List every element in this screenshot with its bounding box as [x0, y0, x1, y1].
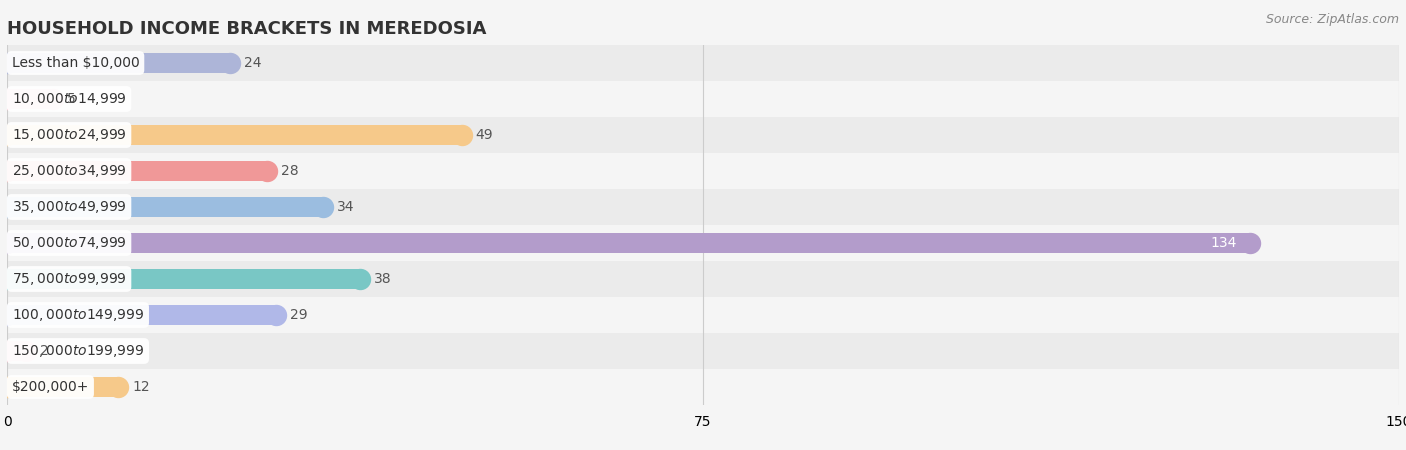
- Bar: [7, 341, 25, 361]
- Text: 2: 2: [39, 344, 48, 358]
- Text: $35,000 to $49,999: $35,000 to $49,999: [11, 199, 127, 215]
- Text: 5: 5: [67, 92, 76, 106]
- Bar: [7, 305, 276, 325]
- Bar: [7, 333, 1399, 369]
- Bar: [7, 269, 360, 289]
- Text: 29: 29: [290, 308, 308, 322]
- Text: 34: 34: [336, 200, 354, 214]
- Bar: [7, 125, 461, 145]
- Text: 28: 28: [281, 164, 298, 178]
- Text: 12: 12: [132, 380, 150, 394]
- Bar: [7, 261, 1399, 297]
- Text: 49: 49: [475, 128, 494, 142]
- Bar: [7, 197, 322, 217]
- Text: $50,000 to $74,999: $50,000 to $74,999: [11, 235, 127, 251]
- Text: HOUSEHOLD INCOME BRACKETS IN MEREDOSIA: HOUSEHOLD INCOME BRACKETS IN MEREDOSIA: [7, 20, 486, 38]
- Bar: [7, 369, 1399, 405]
- Bar: [7, 189, 1399, 225]
- Text: $150,000 to $199,999: $150,000 to $199,999: [11, 343, 143, 359]
- Bar: [7, 117, 1399, 153]
- Bar: [7, 233, 1250, 253]
- Bar: [7, 377, 118, 397]
- Bar: [7, 81, 1399, 117]
- Bar: [7, 161, 267, 181]
- Text: Source: ZipAtlas.com: Source: ZipAtlas.com: [1265, 14, 1399, 27]
- Text: $75,000 to $99,999: $75,000 to $99,999: [11, 271, 127, 287]
- Text: $15,000 to $24,999: $15,000 to $24,999: [11, 127, 127, 143]
- Text: Less than $10,000: Less than $10,000: [11, 56, 139, 70]
- Bar: [7, 53, 229, 73]
- Text: 24: 24: [243, 56, 262, 70]
- Text: 38: 38: [374, 272, 391, 286]
- Bar: [7, 225, 1399, 261]
- Bar: [7, 89, 53, 109]
- Text: 134: 134: [1211, 236, 1237, 250]
- Bar: [7, 153, 1399, 189]
- Text: $10,000 to $14,999: $10,000 to $14,999: [11, 91, 127, 107]
- Text: $25,000 to $34,999: $25,000 to $34,999: [11, 163, 127, 179]
- Bar: [7, 297, 1399, 333]
- Text: $200,000+: $200,000+: [11, 380, 89, 394]
- Text: $100,000 to $149,999: $100,000 to $149,999: [11, 307, 143, 323]
- Bar: [7, 45, 1399, 81]
